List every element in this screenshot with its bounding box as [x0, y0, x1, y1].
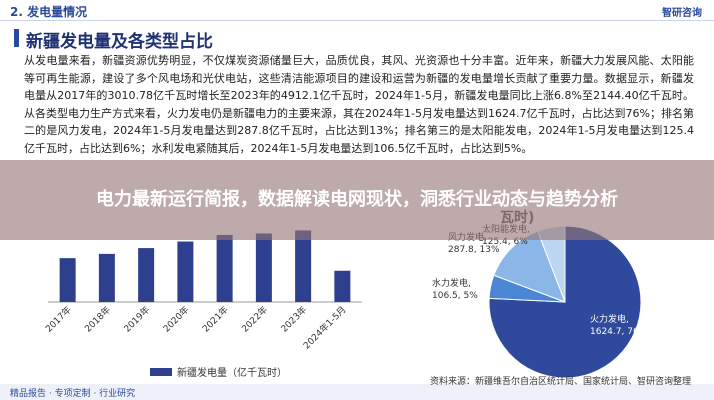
bar [255, 233, 272, 302]
legend-label: 新疆发电量（亿千瓦时） [177, 366, 287, 379]
slice-value: 125.4, 6% [482, 237, 528, 247]
title-accent [14, 29, 19, 47]
bar [295, 230, 312, 302]
slice-label: 火力发电, [590, 313, 629, 325]
banner: 电力最新运行简报，数据解读电网现状，洞悉行业动态与趋势分析 [0, 160, 714, 240]
slice-label: 水力发电, [432, 277, 471, 289]
footer-bar [0, 384, 714, 400]
bar [98, 253, 115, 302]
paragraph: 从发电量来看，新疆资源优势明显，不仅煤炭资源储量巨大，品质优良，其风、光资源也十… [24, 54, 694, 155]
bar [138, 248, 155, 302]
x-tick-label: 2020年 [160, 304, 191, 335]
logo: 智研咨询 [662, 8, 702, 19]
x-tick-label: 2023年 [278, 304, 309, 335]
legend-swatch [150, 368, 172, 376]
bar [59, 258, 76, 302]
bar [177, 241, 194, 302]
footer-left: 精品报告 · 专项定制 · 行业研究 [10, 389, 136, 399]
x-tick-label: 2018年 [82, 304, 113, 335]
x-tick-label: 2021年 [200, 304, 231, 335]
banner-text: 电力最新运行简报，数据解读电网现状，洞悉行业动态与趋势分析 [96, 189, 618, 210]
section-title: 新疆发电量及各类型占比 [26, 32, 213, 52]
slice-value: 1624.7, 76% [590, 327, 648, 337]
bar [334, 270, 351, 302]
x-tick-label: 2019年 [121, 304, 152, 335]
x-tick-label: 2017年 [43, 304, 74, 335]
slice-value: 106.5, 5% [432, 291, 478, 301]
x-tick-label: 2022年 [239, 304, 270, 335]
slice-value: 287.8, 13% [448, 245, 500, 255]
section-header: 2. 发电量情况 [10, 5, 88, 19]
source: 资料来源：新疆维吾尔自治区统计局、国家统计局、智研咨询整理 [430, 377, 692, 387]
divider [0, 20, 714, 21]
bar [216, 234, 233, 302]
